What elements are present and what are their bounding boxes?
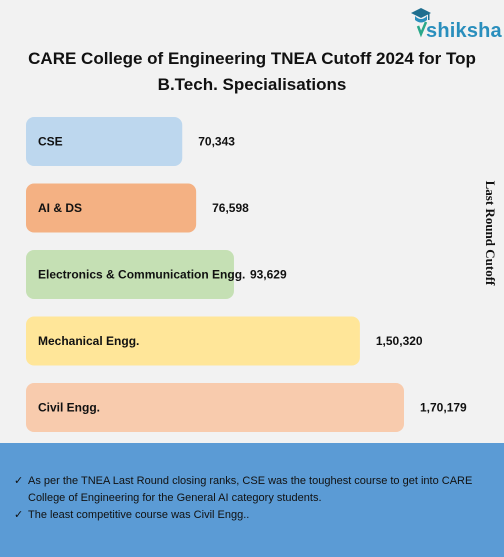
notes-panel: ✓ As per the TNEA Last Round closing rank…: [0, 443, 504, 557]
value-label-3: 1,50,320: [376, 334, 423, 348]
y-axis-label: Last Round Cutoff: [480, 178, 500, 288]
category-label-1: AI & DS: [38, 201, 82, 215]
category-label-2: Electronics & Communication Engg.: [38, 268, 245, 282]
value-label-4: 1,70,179: [420, 401, 467, 415]
bar-2: [26, 250, 234, 299]
value-label-0: 70,343: [198, 135, 235, 149]
note-text: The least competitive course was Civil E…: [28, 509, 250, 521]
y-axis-label-text: Last Round Cutoff: [483, 180, 498, 286]
note-item: ✓ The least competitive course was Civil …: [14, 507, 484, 524]
note-item: ✓ As per the TNEA Last Round closing rank…: [14, 473, 484, 507]
chart-title-line1: CARE College of Engineering TNEA Cutoff …: [28, 49, 476, 68]
category-label-4: Civil Engg.: [38, 401, 100, 415]
graduation-cap-icon: [411, 8, 431, 38]
bar-chart: CSE 70,343 AI & DS 76,598 Electronics & Comm…: [26, 117, 467, 432]
value-label-2: 93,629: [250, 268, 287, 282]
shiksha-logo: shiksha: [410, 6, 502, 42]
bar-4: [26, 383, 404, 432]
bar-1: [26, 183, 197, 233]
value-label-1: 76,598: [212, 201, 249, 215]
note-text: As per the TNEA Last Round closing ranks…: [28, 475, 473, 504]
chart-title: CARE College of Engineering TNEA Cutoff …: [0, 46, 504, 98]
logo-text: shiksha: [426, 20, 502, 42]
bar-3: [26, 316, 360, 366]
category-label-3: Mechanical Engg.: [38, 334, 139, 348]
notes-list: ✓ As per the TNEA Last Round closing rank…: [0, 443, 504, 524]
checkmark-icon: ✓: [14, 509, 24, 521]
bar-0: [26, 117, 183, 166]
checkmark-icon: ✓: [14, 475, 24, 487]
category-label-0: CSE: [38, 135, 63, 149]
chart-title-line2: B.Tech. Specialisations: [157, 75, 347, 94]
